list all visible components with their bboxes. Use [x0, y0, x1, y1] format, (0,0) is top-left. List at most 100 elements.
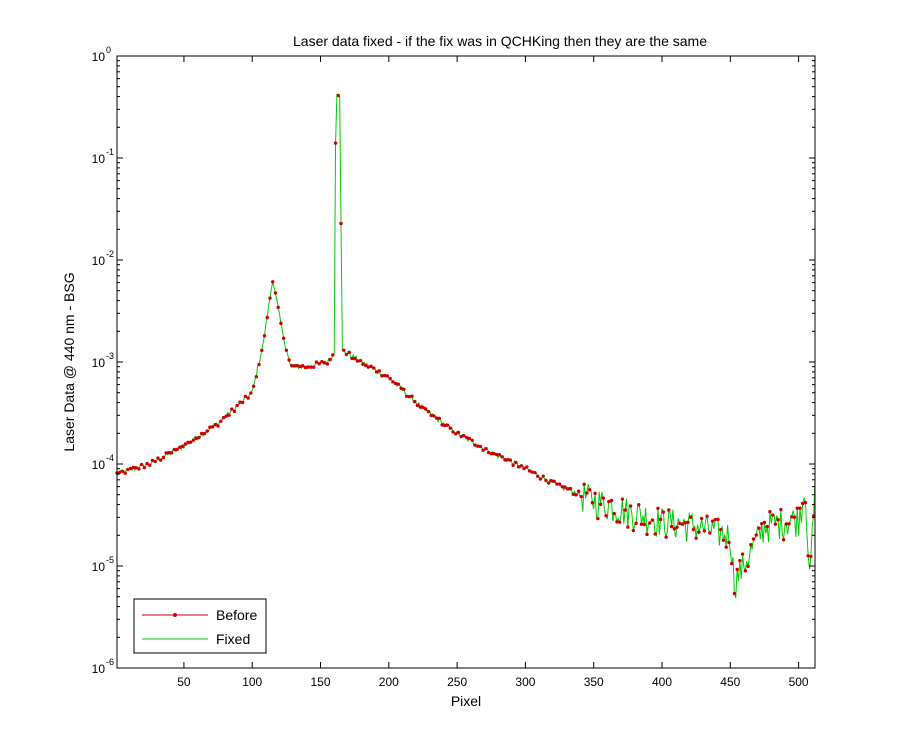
series-before-point: [743, 569, 748, 573]
series-before-point: [448, 426, 452, 430]
series-before-point: [811, 514, 816, 518]
series-before-point: [213, 422, 218, 427]
series-before-point: [287, 358, 291, 362]
series-before-point: [281, 336, 286, 340]
series-before-point: [194, 436, 198, 440]
series-before-point: [235, 403, 239, 408]
series-before-point: [628, 504, 633, 508]
series-before-point: [798, 506, 802, 510]
series-before-point: [385, 374, 390, 378]
series-before-point: [216, 424, 220, 428]
series-before-point: [740, 552, 745, 556]
series-before-point: [555, 482, 559, 486]
series-before-point: [342, 348, 346, 352]
series-before-point: [642, 522, 646, 527]
series-before-point: [536, 474, 540, 478]
series-before-point: [735, 567, 739, 572]
series-before-point: [727, 540, 731, 545]
x-tick-label: 300: [515, 675, 535, 689]
series-before-point: [271, 280, 275, 284]
series-before-point: [459, 434, 463, 439]
series-before-point: [358, 359, 362, 363]
x-tick-label: 50: [177, 675, 191, 689]
series-before-point: [658, 517, 663, 522]
legend-marker-before: [173, 613, 177, 617]
series-before-point: [514, 460, 518, 465]
series-before-point: [131, 465, 136, 470]
series-before-point: [585, 491, 589, 495]
series-before-point: [781, 537, 786, 542]
series-before-point: [210, 425, 215, 429]
series-before-point: [199, 431, 204, 436]
series-before-point: [607, 499, 611, 504]
series-before-point: [669, 524, 674, 529]
series-before-point: [694, 536, 698, 540]
y-tick-label-exponent: 0: [106, 45, 111, 55]
series-before-point: [566, 487, 570, 491]
series-before-point: [691, 527, 696, 532]
series-before-point: [445, 423, 450, 427]
series-before-point: [784, 522, 789, 526]
y-tick-label-base: 10: [92, 458, 106, 472]
series-before-point: [765, 524, 769, 529]
series-before-point: [489, 452, 493, 456]
series-before-point: [544, 478, 548, 483]
series-before-point: [246, 396, 250, 400]
series-before-point: [279, 321, 283, 326]
series-before-point: [598, 502, 603, 507]
series-before-point: [284, 348, 289, 353]
series-before-point: [779, 507, 783, 512]
series-before-point: [456, 430, 461, 435]
y-tick-label-exponent: -4: [106, 453, 114, 463]
legend: Before Fixed: [133, 598, 267, 654]
series-before-point: [495, 452, 499, 457]
series-before-point: [587, 488, 592, 492]
y-tick-label-base: 10: [92, 152, 106, 166]
series-before-point: [265, 315, 269, 320]
series-before-point: [705, 514, 709, 518]
series-before-point: [549, 479, 554, 483]
series-before-point: [732, 591, 737, 596]
series-before-point: [320, 359, 324, 364]
series-before-point: [437, 416, 442, 420]
series-before-point: [208, 425, 212, 429]
series-before-point: [475, 444, 480, 448]
series-before-point: [757, 526, 761, 530]
series-before-point: [615, 520, 619, 524]
series-before-point: [552, 479, 556, 483]
series-before-point: [424, 407, 428, 411]
series-before-point: [790, 515, 794, 519]
series-before-point: [254, 375, 259, 379]
series-before-point: [516, 465, 521, 469]
series-before-point: [683, 521, 687, 525]
series-before-point: [128, 466, 133, 471]
series-before-point: [467, 436, 472, 441]
series-before-point: [729, 561, 734, 566]
series-before-point: [418, 405, 422, 409]
x-tick-label: 450: [720, 675, 740, 689]
series-before-point: [541, 474, 545, 478]
series-before-point: [773, 522, 778, 526]
series-before-point: [533, 470, 537, 475]
series-before-point: [689, 515, 693, 519]
series-before-point: [262, 334, 267, 338]
legend-label-fixed: Fixed: [216, 631, 250, 647]
series-before-point: [650, 518, 655, 522]
y-tick-label-exponent: -6: [106, 657, 114, 667]
series-before-point: [180, 444, 185, 448]
series-before-point: [713, 517, 717, 522]
series-before-point: [295, 364, 300, 368]
series-before-point: [205, 429, 209, 433]
series-before-point: [708, 531, 712, 535]
series-before-point: [768, 510, 772, 514]
series-before-point: [686, 520, 690, 525]
series-before-point: [189, 440, 193, 444]
series-before-point: [434, 416, 439, 420]
series-before-point: [139, 462, 144, 467]
legend-box: [133, 598, 267, 654]
series-before-point: [383, 373, 387, 378]
series-before-point: [503, 458, 507, 462]
series-before-point: [148, 463, 152, 467]
series-before-point: [579, 494, 584, 499]
